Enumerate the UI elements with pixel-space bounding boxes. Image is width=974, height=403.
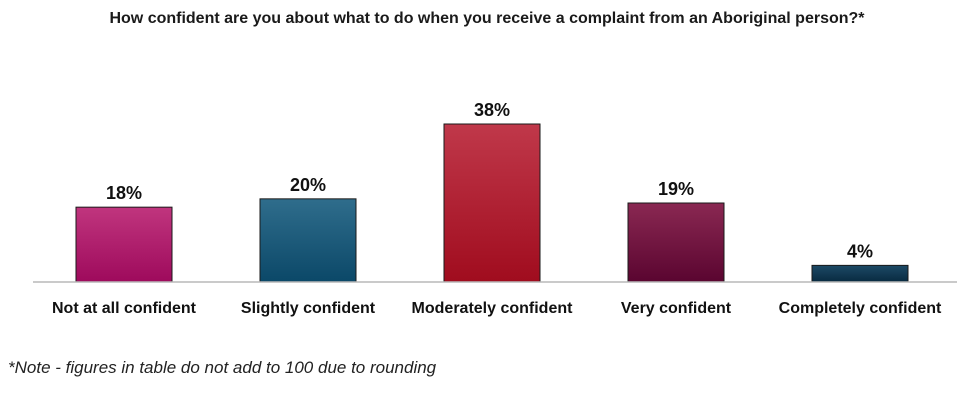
labels-layer: 18% Not at all confident 20% Slightly confi…	[52, 100, 942, 317]
data-label-0: 18%	[106, 183, 142, 203]
chart-title: How confident are you about what to do w…	[109, 10, 865, 27]
bar-4	[811, 264, 909, 283]
bar-3	[627, 202, 725, 283]
category-label-4: Completely confident	[779, 300, 942, 317]
data-label-2: 38%	[474, 100, 510, 120]
data-label-3: 19%	[658, 179, 694, 199]
bar-chart: 18% Not at all confident 20% Slightly confi…	[33, 100, 957, 317]
category-label-2: Moderately confident	[412, 300, 574, 317]
data-label-1: 20%	[290, 175, 326, 195]
bar-0	[75, 206, 173, 283]
category-label-1: Slightly confident	[241, 300, 376, 317]
bar-1	[259, 198, 357, 283]
chart-note: *Note - figures in table do not add to 1…	[8, 358, 437, 377]
data-label-4: 4%	[847, 241, 873, 261]
category-label-0: Not at all confident	[52, 300, 197, 317]
bar-2	[443, 123, 541, 283]
category-label-3: Very confident	[621, 300, 732, 317]
bars-layer	[75, 123, 909, 283]
